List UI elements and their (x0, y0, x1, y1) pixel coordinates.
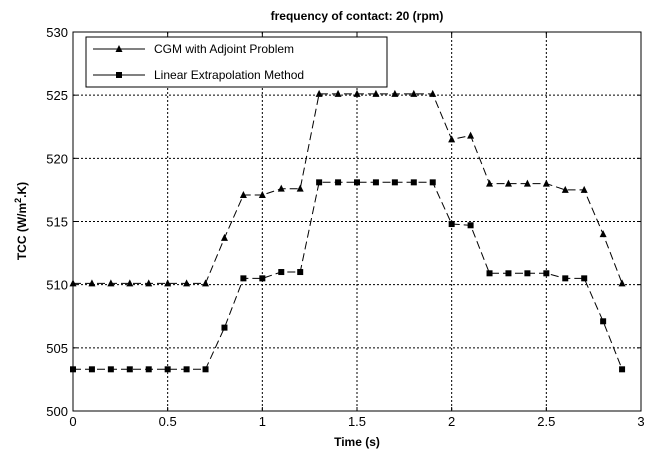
y-axis-title: TCC (W/m2.K) (13, 182, 29, 260)
square-marker (505, 270, 512, 277)
triangle-marker (599, 230, 607, 238)
triangle-marker (353, 89, 361, 97)
square-marker (524, 270, 531, 277)
series-line-0 (73, 93, 623, 284)
y-tick-label: 500 (46, 404, 68, 419)
triangle-marker (561, 185, 569, 193)
y-tick-label: 530 (46, 25, 68, 40)
square-marker (107, 366, 114, 373)
square-marker (410, 179, 417, 186)
series-line-1 (73, 181, 623, 370)
triangle-marker (542, 179, 550, 187)
triangle-marker (107, 279, 115, 287)
legend-label-cgm: CGM with Adjoint Problem (154, 42, 294, 56)
square-marker (145, 366, 152, 373)
triangle-marker (296, 184, 304, 192)
square-marker (183, 366, 190, 373)
y-tick-label: 510 (46, 278, 68, 293)
triangle-marker (523, 179, 531, 187)
triangle-marker (486, 179, 494, 187)
x-tick-label: 1.5 (348, 414, 366, 429)
series-layer (69, 89, 626, 373)
y-tick-label: 515 (46, 215, 68, 230)
square-marker (297, 269, 304, 276)
legend-marker-triangle-icon (115, 45, 123, 52)
square-marker (448, 221, 455, 228)
x-tick-label: 0.5 (159, 414, 177, 429)
triangle-marker (334, 89, 342, 97)
legend: CGM with Adjoint Problem Linear Extrapol… (85, 36, 388, 88)
legend-marker-square-icon (116, 72, 122, 78)
square-marker (391, 179, 398, 186)
square-marker (354, 179, 360, 186)
square-marker (619, 366, 626, 373)
square-marker (278, 269, 285, 276)
x-tick-label: 2 (448, 414, 455, 429)
square-marker (543, 270, 550, 277)
square-marker (486, 270, 493, 277)
triangle-marker (467, 131, 475, 139)
triangle-marker (183, 279, 191, 287)
x-tick-label: 2.5 (537, 414, 555, 429)
square-marker (164, 366, 171, 373)
square-marker (372, 179, 379, 186)
square-marker (581, 275, 588, 282)
triangle-marker (410, 89, 418, 97)
square-marker (202, 366, 209, 373)
legend-box (85, 36, 388, 88)
square-marker (562, 275, 569, 282)
triangle-marker (126, 279, 134, 287)
chart-title: frequency of contact: 20 (rpm) (271, 9, 444, 23)
legend-label-linear: Linear Extrapolation Method (154, 68, 304, 82)
triangle-marker (145, 279, 153, 287)
square-marker (316, 179, 323, 186)
triangle-marker (580, 185, 588, 193)
triangle-marker (448, 135, 456, 143)
triangle-marker (164, 279, 172, 287)
triangle-marker (202, 279, 210, 287)
triangle-marker (258, 190, 266, 198)
triangle-marker (315, 89, 323, 97)
triangle-marker (504, 179, 512, 187)
x-axis-title: Time (s) (334, 435, 380, 449)
square-marker (126, 366, 133, 373)
square-marker (335, 179, 342, 186)
square-marker (240, 275, 247, 282)
triangle-marker (88, 279, 96, 287)
y-tick-label: 525 (46, 88, 68, 103)
x-tick-label: 0 (69, 414, 76, 429)
triangle-marker (429, 89, 437, 97)
y-tick-label: 520 (46, 151, 68, 166)
square-marker (429, 179, 436, 186)
square-marker (259, 275, 266, 282)
triangle-marker (220, 233, 228, 241)
triangle-marker (372, 89, 380, 97)
x-tick-label: 3 (637, 414, 644, 429)
triangle-marker (391, 89, 399, 97)
triangle-marker (277, 184, 285, 192)
square-marker (600, 318, 607, 325)
square-marker (88, 366, 95, 373)
triangle-marker (239, 190, 247, 198)
y-tick-label: 505 (46, 341, 68, 356)
square-marker (467, 222, 474, 229)
tick-labels: 0 0.5 1 1.5 2 2.5 3 500 505 510 515 520 525 530 (46, 25, 644, 429)
x-tick-label: 1 (259, 414, 266, 429)
triangle-marker (618, 279, 626, 287)
square-marker (221, 324, 228, 331)
